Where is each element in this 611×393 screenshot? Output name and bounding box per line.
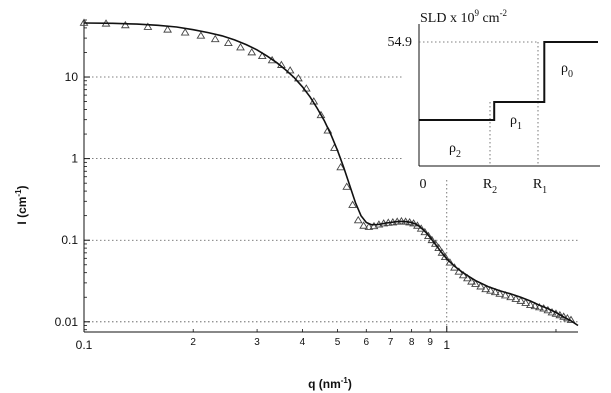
data-point-triangle [506, 292, 516, 301]
data-point-triangle [500, 291, 510, 299]
x-minor-tick-label: 6 [364, 337, 370, 348]
rho1-label: ρ1 [510, 113, 522, 132]
x-minor-tick-label: 4 [300, 337, 306, 348]
data-point-triangle [223, 38, 233, 47]
data-point-triangle [471, 279, 480, 287]
data-point-triangle [525, 300, 535, 309]
data-point-triangle [120, 20, 130, 29]
data-point-triangle [247, 47, 257, 56]
x-tick-label: 1 [443, 338, 450, 352]
data-point-triangle [463, 273, 472, 282]
data-point-triangle [316, 110, 326, 119]
x-minor-tick-label: 9 [427, 337, 433, 348]
data-point-triangle [163, 25, 172, 33]
data-point-triangle [180, 28, 190, 36]
x-axis-title: q (nm-1) [308, 376, 352, 391]
x-minor-tick-label: 3 [254, 337, 260, 348]
rho0-label: ρ0 [561, 61, 573, 80]
data-point-triangle [467, 277, 476, 285]
x-minor-tick-label: 8 [409, 337, 415, 348]
fit-curve [83, 22, 579, 327]
data-point-triangle [521, 298, 531, 306]
data-point-triangle [294, 74, 303, 82]
data-point-triangle [364, 222, 374, 230]
sld-step-profile [419, 41, 598, 121]
data-point-triangle [420, 227, 430, 236]
y-tick-label: 0.01 [55, 315, 79, 329]
data-point-triangle [427, 235, 437, 244]
inset-title: SLD x 109 cm-2 [420, 8, 507, 26]
data-point-triangle [143, 22, 153, 30]
data-point-triangle [430, 239, 440, 247]
data-point-triangle [476, 282, 486, 290]
data-point-triangle [342, 182, 352, 190]
inset-y-max-label: 54.9 [388, 35, 413, 50]
inset-tick-r1: R1 [533, 177, 547, 196]
y-tick-label: 10 [65, 70, 79, 84]
data-point-triangle [555, 310, 565, 319]
y-axis-title: I (cm-1) [14, 185, 29, 224]
y-tick-label: 1 [71, 152, 78, 166]
data-point-triangle [413, 221, 422, 229]
inset-tick-r2: R2 [483, 177, 497, 196]
x-minor-tick-label: 5 [335, 337, 341, 348]
inset-tick-0: 0 [420, 177, 427, 192]
data-point-triangle [353, 215, 363, 224]
x-minor-tick-label: 2 [190, 337, 196, 348]
data-point-triangle [481, 284, 491, 293]
data-point-triangle [511, 294, 521, 302]
data-point-triangle [490, 287, 500, 296]
data-point-triangle [445, 258, 455, 266]
ticks: 10 1 0.1 0.01 0.1 1 2 3 4 5 6 7 8 9 [55, 19, 557, 352]
data-point-triangle [336, 162, 346, 171]
inset-background [404, 4, 604, 180]
data-point-triangle [534, 302, 544, 311]
rho2-label: ρ2 [449, 141, 461, 160]
data-point-triangle [348, 200, 357, 208]
data-point-triangle [440, 252, 450, 261]
data-point-triangle [530, 301, 540, 310]
data-point-triangle [210, 34, 220, 43]
data-point-triangle [416, 224, 426, 232]
axes [83, 20, 578, 333]
x-tick-label: 0.1 [76, 338, 93, 352]
x-minor-tick-label: 7 [388, 337, 394, 348]
sld-profile-inset: SLD x 109 cm-2 54.9 0 R2 R1 ρ2 ρ1 ρ0 [388, 4, 604, 196]
data-point-triangle [495, 289, 505, 297]
data-point-triangle [359, 221, 369, 229]
data-point-triangle [257, 51, 267, 60]
data-point-triangle [236, 43, 245, 51]
data-point-triangle [486, 286, 495, 294]
data-point-triangle [196, 31, 206, 39]
y-tick-label: 0.1 [61, 233, 78, 247]
data-point-triangle [424, 231, 433, 240]
data-point-triangle [437, 248, 447, 256]
data-point-triangle [516, 296, 526, 304]
